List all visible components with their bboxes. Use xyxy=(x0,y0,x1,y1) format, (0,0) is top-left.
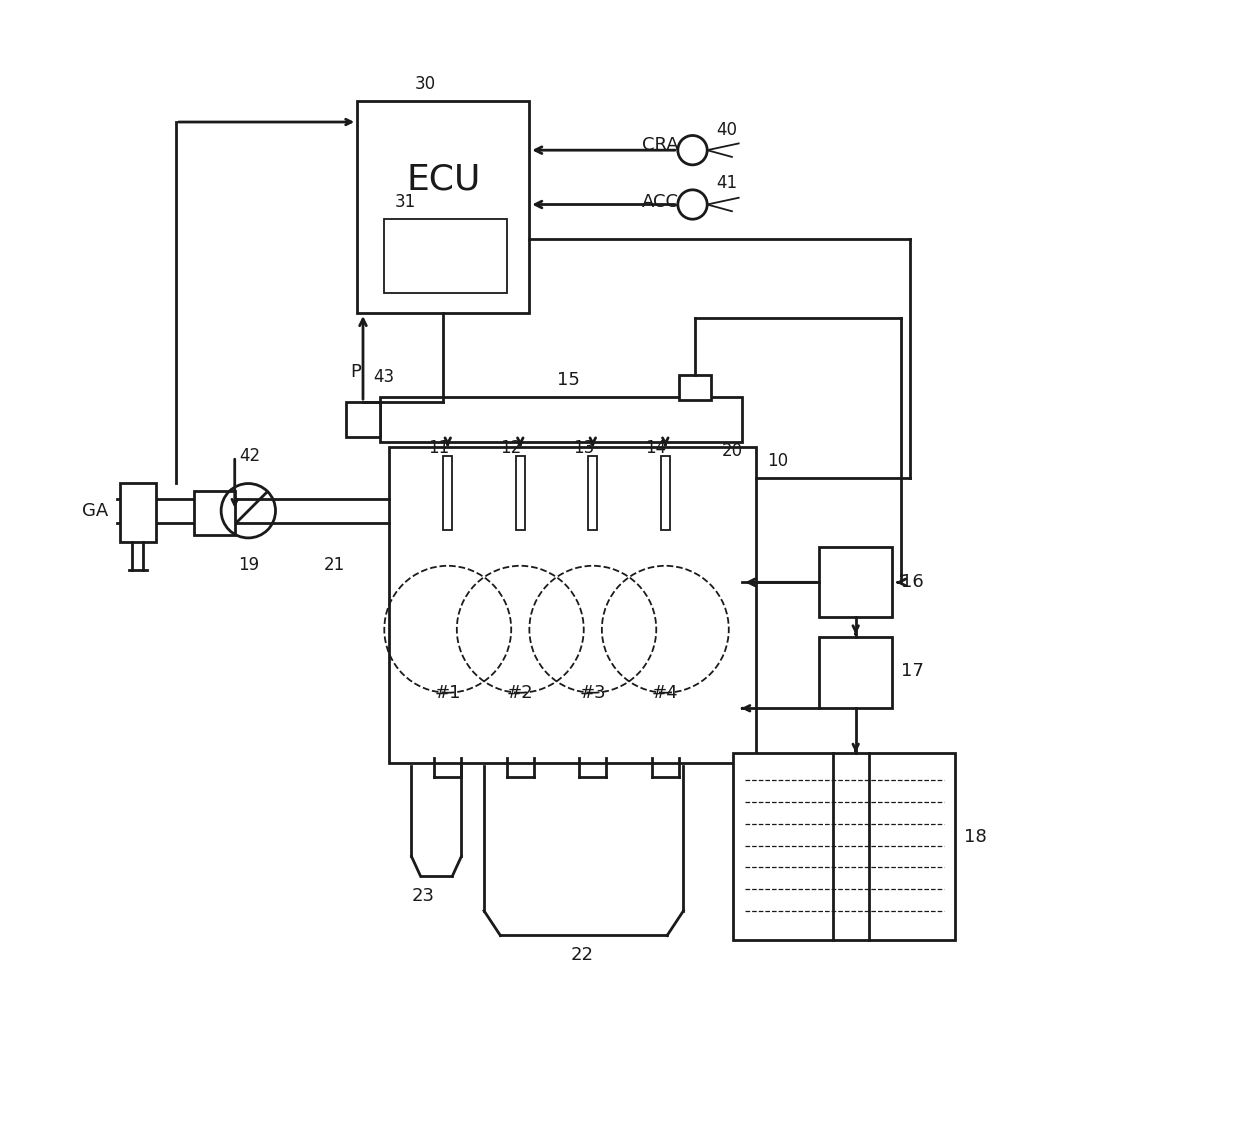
Text: #4: #4 xyxy=(652,684,678,702)
Text: #3: #3 xyxy=(579,684,606,702)
Text: 21: 21 xyxy=(324,556,345,574)
Bar xyxy=(820,547,892,618)
Text: 43: 43 xyxy=(373,369,394,387)
Bar xyxy=(820,637,892,708)
Text: 31: 31 xyxy=(396,193,417,212)
Bar xyxy=(119,483,156,543)
Text: 20: 20 xyxy=(722,443,743,461)
Text: P: P xyxy=(350,363,361,381)
Text: 19: 19 xyxy=(238,556,259,574)
Text: 22: 22 xyxy=(570,946,594,964)
Text: 14: 14 xyxy=(645,439,667,457)
Bar xyxy=(588,456,598,530)
Text: 41: 41 xyxy=(715,174,738,192)
Text: 17: 17 xyxy=(901,661,924,679)
Text: 42: 42 xyxy=(239,447,260,465)
Text: 15: 15 xyxy=(557,371,579,389)
Text: 30: 30 xyxy=(414,75,435,93)
Bar xyxy=(346,402,379,437)
Text: 12: 12 xyxy=(500,439,522,457)
Bar xyxy=(379,397,743,442)
Text: 10: 10 xyxy=(766,452,787,470)
Bar xyxy=(443,456,453,530)
Text: 40: 40 xyxy=(715,122,737,140)
Bar xyxy=(661,456,670,530)
Text: CRA: CRA xyxy=(642,137,680,155)
Bar xyxy=(680,376,711,401)
Text: 11: 11 xyxy=(428,439,449,457)
Bar xyxy=(733,752,956,940)
Bar xyxy=(357,101,529,313)
Bar xyxy=(384,220,507,294)
Text: 23: 23 xyxy=(412,887,434,905)
Text: 16: 16 xyxy=(901,572,924,591)
Text: #1: #1 xyxy=(434,684,461,702)
Text: ECU: ECU xyxy=(405,163,480,197)
Bar xyxy=(516,456,525,530)
Text: 18: 18 xyxy=(965,827,987,846)
Text: #2: #2 xyxy=(507,684,533,702)
Text: ACC: ACC xyxy=(642,192,680,211)
Bar xyxy=(389,446,756,762)
Text: 13: 13 xyxy=(573,439,594,457)
Bar xyxy=(193,490,234,535)
Text: GA: GA xyxy=(83,502,109,520)
